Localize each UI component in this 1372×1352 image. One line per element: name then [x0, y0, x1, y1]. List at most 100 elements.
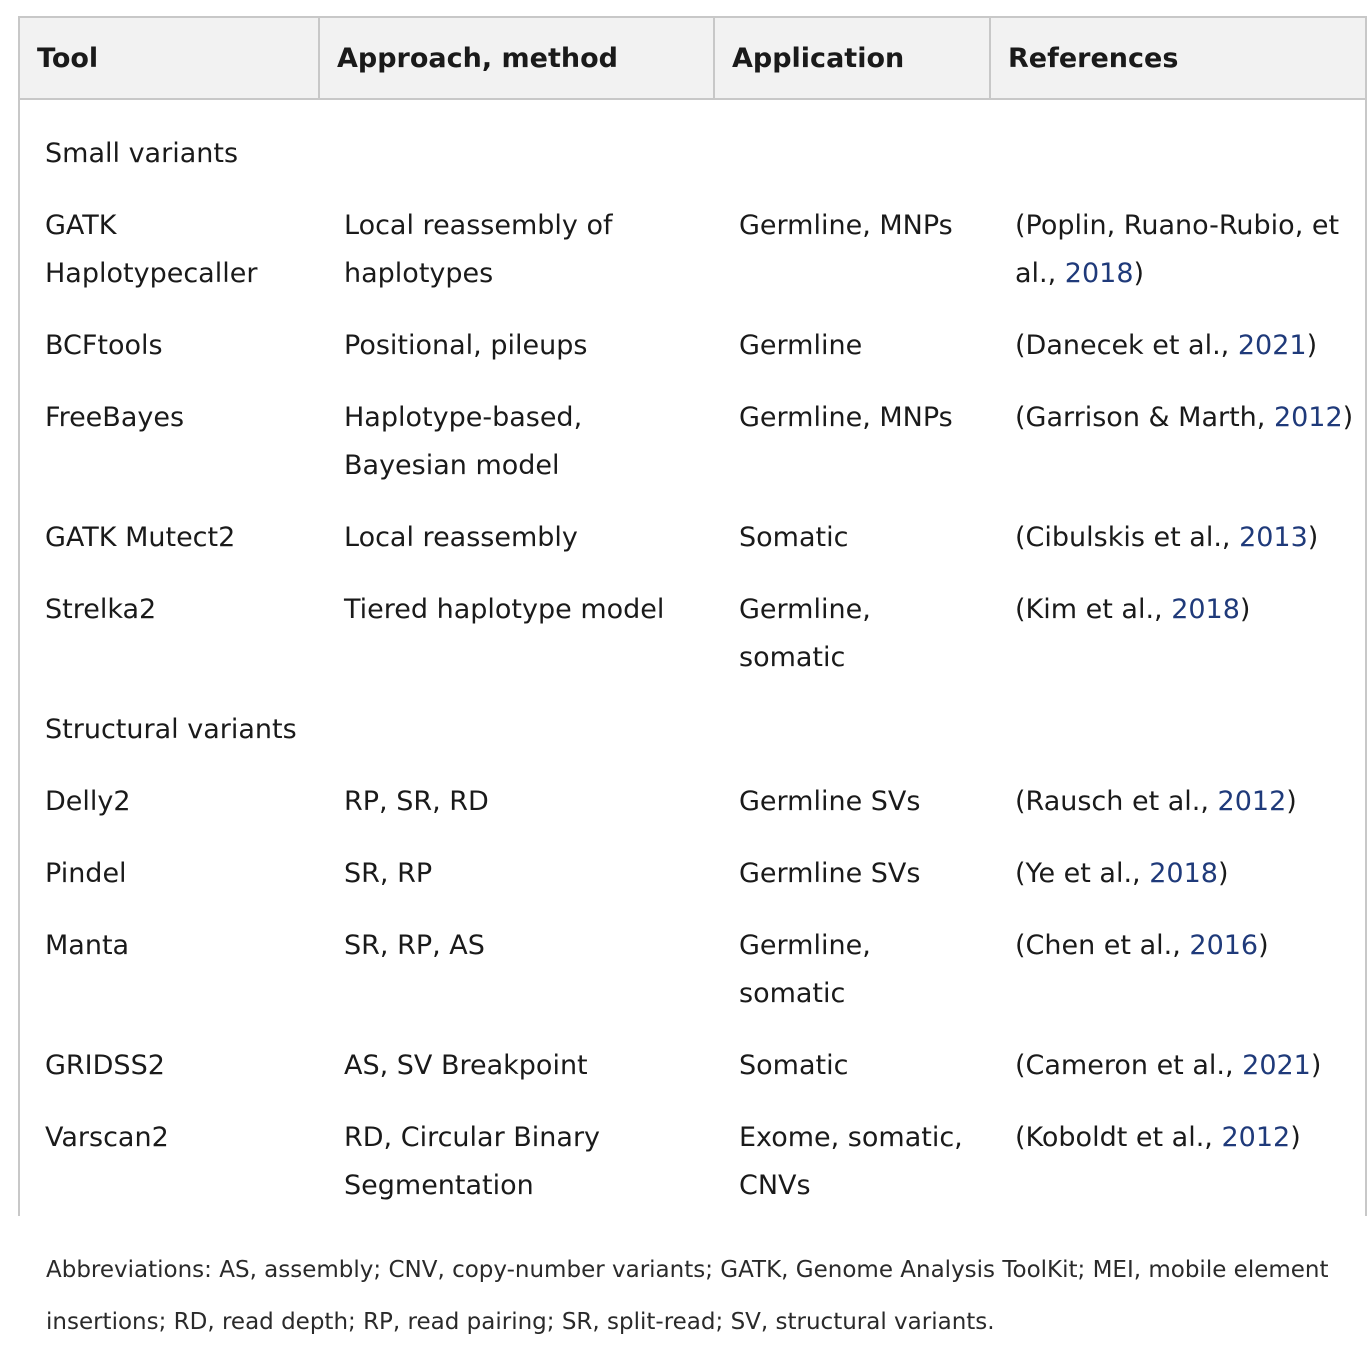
table-row: BCFtools Positional, pileups Germline (Dane… — [20, 310, 1365, 382]
approach-cell: Haplotype-based, Bayesian model — [319, 394, 714, 490]
tool-cell-line: Strelka2 — [45, 594, 157, 625]
reference-line: (Danecek et al., 2021) — [1015, 322, 1365, 370]
tool-cell: Manta — [20, 922, 319, 1018]
application-cell-line: somatic — [739, 642, 846, 673]
tool-cell-line: Manta — [45, 930, 130, 961]
reference-close-paren: ) — [1239, 594, 1251, 625]
approach-cell-line: AS, SV Breakpoint — [344, 1050, 588, 1081]
table-body: Small variants GATK Haplotypecaller Local r… — [20, 100, 1365, 1222]
section-heading: Small variants — [45, 138, 239, 169]
tool-cell-line: Varscan2 — [45, 1122, 169, 1153]
application-cell-line: Germline, MNPs — [739, 402, 953, 433]
footnote-line-2: insertions; RD, read depth; RP, read pai… — [46, 1309, 995, 1335]
header-approach: Approach, method — [320, 18, 715, 98]
application-cell-line: Germline, — [739, 594, 871, 625]
application-cell: Germline, somatic — [714, 586, 989, 682]
reference-year-link[interactable]: 2012 — [1273, 402, 1343, 433]
table-row: Delly2 RP, SR, RD Germline SVs (Rausch et a… — [20, 766, 1365, 838]
tool-cell-line: GRIDSS2 — [45, 1050, 165, 1081]
reference-line: (Poplin, Ruano-Rubio, et — [1015, 202, 1365, 250]
approach-cell: SR, RP, AS — [319, 922, 714, 1018]
header-references: References — [1008, 42, 1179, 74]
section-heading: Structural variants — [45, 714, 297, 745]
tool-cell: FreeBayes — [20, 394, 319, 490]
approach-cell: Local reassembly — [319, 514, 714, 562]
tool-cell: Varscan2 — [20, 1114, 319, 1210]
reference-line: (Koboldt et al., 2012) — [1015, 1114, 1365, 1162]
reference-close-paren: ) — [1133, 258, 1145, 289]
reference-line: (Chen et al., 2016) — [1015, 922, 1365, 970]
reference-cell: (Ye et al., 2018) — [989, 850, 1365, 898]
reference-line: (Kim et al., 2018) — [1015, 586, 1365, 634]
header-tool: Tool — [20, 18, 320, 98]
application-cell: Germline — [714, 322, 989, 370]
approach-cell-line: haplotypes — [344, 258, 494, 289]
reference-close-paren: ) — [1217, 858, 1229, 889]
variant-calling-tools-table: Tool Approach, method Application Refere… — [18, 16, 1367, 1216]
tool-cell-line: FreeBayes — [45, 402, 185, 433]
table-row: GATK Mutect2 Local reassembly Somatic (Cibu… — [20, 502, 1365, 574]
reference-close-paren: ) — [1342, 402, 1354, 433]
application-cell: Exome, somatic, CNVs — [714, 1114, 989, 1210]
application-cell: Somatic — [714, 1042, 989, 1090]
reference-line: (Ye et al., 2018) — [1015, 850, 1365, 898]
application-cell-line: CNVs — [739, 1170, 811, 1201]
approach-cell: Positional, pileups — [319, 322, 714, 370]
reference-line: (Rausch et al., 2012) — [1015, 778, 1365, 826]
approach-cell-line: Local reassembly — [344, 522, 578, 553]
reference-close-paren: ) — [1286, 786, 1297, 817]
reference-cell: (Cibulskis et al., 2013) — [989, 514, 1365, 562]
application-cell-line: Germline — [739, 330, 863, 361]
header-application: Application — [715, 18, 991, 98]
reference-cell: (Garrison & Marth, 2012) — [989, 394, 1365, 490]
approach-cell-line: SR, RP — [344, 858, 433, 889]
reference-authors: (Rausch et al., — [1015, 786, 1218, 817]
reference-year-link[interactable]: 2018 — [1149, 858, 1218, 889]
application-cell: Germline SVs — [714, 850, 989, 898]
approach-cell-line: SR, RP, AS — [344, 930, 485, 961]
reference-line: al., 2018) — [1015, 250, 1365, 298]
application-cell: Germline, somatic — [714, 922, 989, 1018]
reference-authors: (Poplin, Ruano-Rubio, et — [1015, 210, 1340, 241]
reference-year-link[interactable]: 2016 — [1189, 930, 1259, 961]
reference-line: (Cibulskis et al., 2013) — [1015, 514, 1365, 562]
approach-cell: RD, Circular Binary Segmentation — [319, 1114, 714, 1210]
reference-year-link[interactable]: 2012 — [1221, 1122, 1291, 1153]
reference-cell: (Danecek et al., 2021) — [989, 322, 1365, 370]
table-row: Varscan2 RD, Circular Binary Segmentation E… — [20, 1102, 1365, 1222]
reference-year-link[interactable]: 2012 — [1217, 786, 1287, 817]
table-row: Pindel SR, RP Germline SVs (Ye et al., 2018… — [20, 838, 1365, 910]
approach-cell: AS, SV Breakpoint — [319, 1042, 714, 1090]
approach-cell-line: Haplotype-based, — [344, 402, 583, 433]
approach-cell: Tiered haplotype model — [319, 586, 714, 682]
tool-cell-line: Haplotypecaller — [45, 258, 258, 289]
table-header: Tool Approach, method Application Refere… — [20, 18, 1365, 100]
application-cell: Germline SVs — [714, 778, 989, 826]
tool-cell: GRIDSS2 — [20, 1042, 319, 1090]
tool-cell-line: Pindel — [45, 858, 127, 889]
application-cell: Germline, MNPs — [714, 394, 989, 490]
reference-cell: (Kim et al., 2018) — [989, 586, 1365, 682]
reference-authors: (Koboldt et al., — [1015, 1122, 1222, 1153]
tool-cell: GATK Mutect2 — [20, 514, 319, 562]
table-footnote: Abbreviations: AS, assembly; CNV, copy-n… — [46, 1244, 1346, 1348]
application-cell-line: Somatic — [739, 1050, 849, 1081]
reference-close-paren: ) — [1258, 930, 1269, 961]
tool-cell: BCFtools — [20, 322, 319, 370]
reference-year-link[interactable]: 2021 — [1242, 1050, 1311, 1081]
table-row: GRIDSS2 AS, SV Breakpoint Somatic (Cameron … — [20, 1030, 1365, 1102]
application-cell: Germline, MNPs — [714, 202, 989, 298]
tool-cell: Strelka2 — [20, 586, 319, 682]
approach-cell: SR, RP — [319, 850, 714, 898]
approach-cell-line: RD, Circular Binary — [344, 1122, 601, 1153]
reference-authors: (Kim et al., — [1015, 594, 1172, 625]
reference-line: (Garrison & Marth, 2012) — [1015, 394, 1365, 442]
reference-year-link[interactable]: 2021 — [1237, 330, 1307, 361]
reference-year-link[interactable]: 2018 — [1064, 258, 1134, 289]
tool-cell: Delly2 — [20, 778, 319, 826]
application-cell-line: Exome, somatic, — [739, 1122, 963, 1153]
reference-authors: (Garrison & Marth, — [1015, 402, 1274, 433]
reference-year-link[interactable]: 2018 — [1171, 594, 1240, 625]
reference-close-paren: ) — [1307, 522, 1319, 553]
reference-year-link[interactable]: 2013 — [1239, 522, 1308, 553]
